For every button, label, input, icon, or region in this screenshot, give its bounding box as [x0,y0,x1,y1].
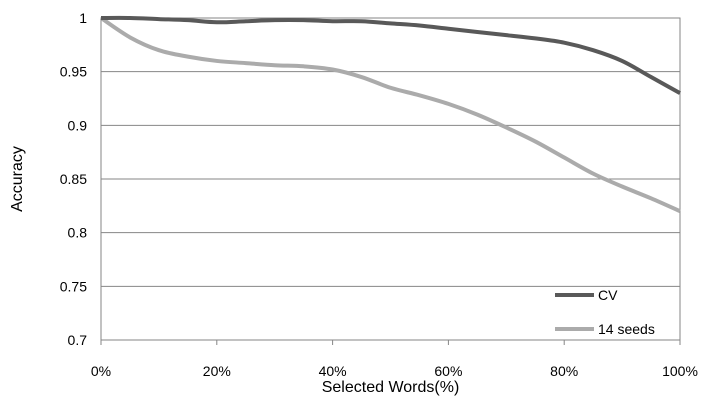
y-axis-ticks: 0.7 0.75 0.8 0.85 0.9 0.95 1 [60,10,87,348]
x-tick-label: 100% [662,363,698,379]
y-tick-label: 1 [79,10,87,26]
legend-label-cv: CV [598,287,618,303]
x-tick-label: 80% [550,363,578,379]
y-tick-label: 0.8 [68,225,88,241]
x-tick-label: 40% [319,363,347,379]
gridlines [101,17,680,341]
series-layer [99,15,681,214]
y-tick-label: 0.95 [60,64,87,80]
y-tick-label: 0.7 [68,332,88,348]
y-tick-label: 0.75 [60,278,87,294]
x-axis-title: Selected Words(%) [322,379,460,396]
y-tick-label: 0.85 [60,171,87,187]
y-tick-label: 0.9 [68,117,88,133]
y-axis-title: Accuracy [9,146,26,212]
series-line-14-seeds [99,16,681,214]
x-tick-label: 20% [203,363,231,379]
x-tick-label: 60% [434,363,462,379]
x-tick-label: 0% [91,363,111,379]
x-axis-ticks: 0% 20% 40% 60% 80% 100% [91,340,698,379]
legend: CV 14 seeds [555,287,655,337]
plot-area-frame [100,17,681,341]
series-line-cv [100,15,681,95]
legend-label-14-seeds: 14 seeds [598,321,655,337]
